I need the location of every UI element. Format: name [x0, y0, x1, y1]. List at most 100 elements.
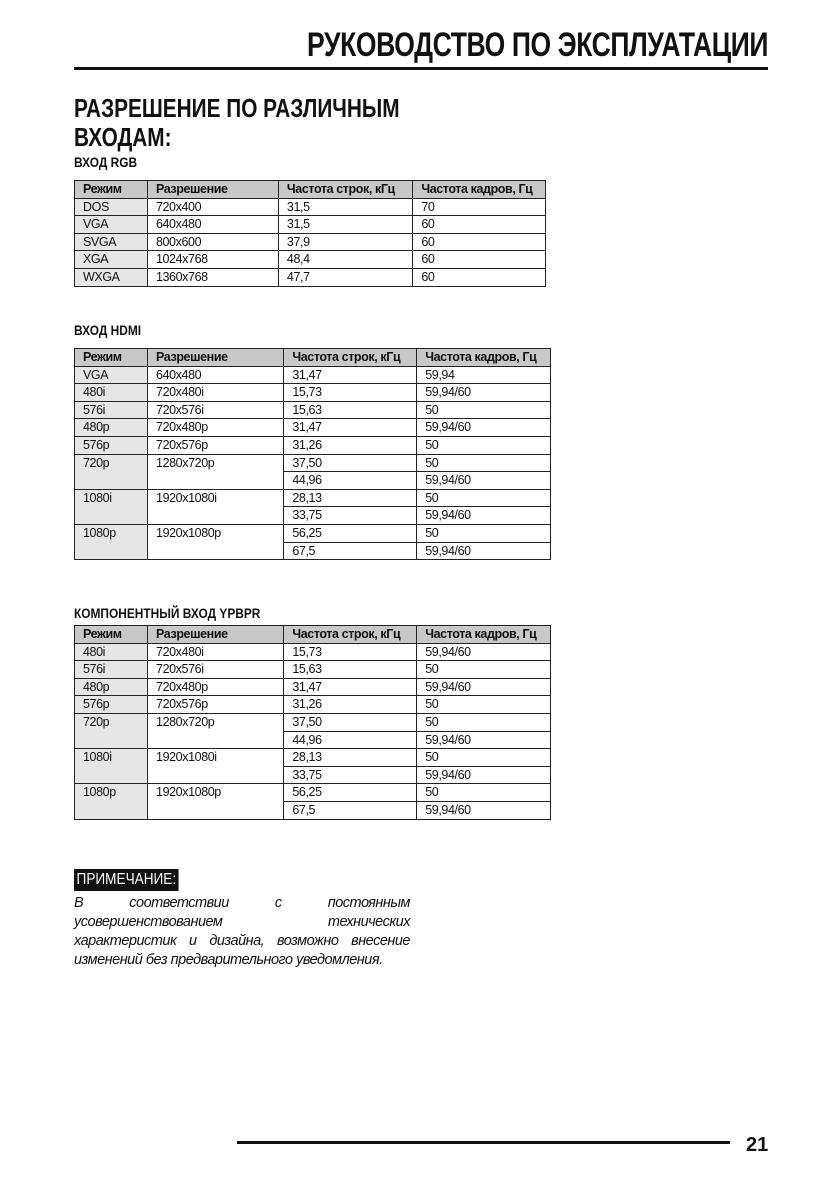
table-cell: 50	[416, 435, 551, 455]
hdmi-resolution-table: Режим Разрешение Частота строк, кГц Частота…	[73, 348, 551, 561]
table-row: VGA 640x480 31,47 59,94	[73, 365, 551, 385]
cell-value: 50	[425, 455, 439, 470]
table-cell: 31,47	[283, 418, 418, 437]
cell-value: 37,50	[292, 455, 322, 470]
cell-value: XGA	[83, 252, 109, 267]
table-cell: SVGA	[74, 232, 148, 252]
table-cell: 720x576p	[147, 695, 285, 714]
cell-value: 576i	[83, 402, 106, 417]
table-cell: 640x480	[147, 365, 285, 385]
cell-value: 59,94/60	[417, 471, 550, 489]
cell-value: 60	[421, 269, 435, 284]
table-cell: 50	[416, 660, 551, 679]
table-cell: 1920x1080p	[147, 523, 285, 561]
table-cell: 1080p	[73, 523, 149, 561]
table-cell: 15,73	[283, 642, 418, 662]
cell-value: 50	[425, 662, 439, 677]
cell-value: 576p	[83, 697, 110, 712]
cell-value: 33,75	[284, 765, 417, 784]
table-cell: VGA	[73, 365, 149, 385]
cell-value: 1080p	[83, 525, 116, 540]
table-cell: 720x480p	[147, 418, 285, 437]
column-header: Разрешение	[147, 348, 285, 367]
cell-value: 1280x720p	[156, 455, 215, 470]
table-cell: 60	[412, 267, 546, 287]
cell-value: 1920x1080i	[156, 750, 217, 765]
table-row: 1080i 1920x1080i 28,13 33,75 50 59,94/60	[73, 488, 551, 525]
table-header-row: Режим Разрешение Частота строк, кГц Частота…	[73, 348, 551, 367]
table-cell: 720p	[73, 453, 149, 490]
cell-value: 60	[421, 217, 435, 232]
cell-value: 480i	[83, 644, 106, 659]
table-cell: 1920x1080i	[147, 488, 285, 525]
cell-value: 44,96	[284, 471, 417, 489]
table-cell: 640x480	[146, 215, 279, 234]
table-row: XGA 1024x768 48,4 60	[74, 250, 546, 269]
cell-value: 15,63	[292, 662, 322, 677]
table-cell: 50 59,94/60	[416, 748, 551, 785]
column-header: Частота кадров, Гц	[416, 625, 551, 644]
cell-value: 50	[425, 697, 439, 712]
table-cell: 720x480i	[147, 383, 285, 402]
cell-value: 1280x720p	[156, 714, 215, 729]
cell-value: 720x480p	[156, 420, 208, 435]
note-text: В соответствии с постоянным усовершенств…	[74, 895, 411, 968]
cell-value: 50	[425, 490, 439, 505]
cell-value: 59,94/60	[425, 420, 471, 435]
table-cell: 47,7	[277, 267, 414, 287]
table-cell: 720x576i	[147, 400, 285, 420]
table-cell: 50 59,94/60	[416, 523, 551, 561]
table-row: 480i 720x480i 15,73 59,94/60	[73, 383, 551, 402]
table-cell: 60	[412, 215, 546, 234]
cell-value: 720x480i	[156, 644, 204, 659]
column-header: Частота кадров, Гц	[416, 348, 551, 367]
table-cell: 48,4	[277, 250, 414, 269]
cell-value: 59,94	[425, 367, 455, 382]
table-cell: 37,9	[277, 232, 414, 252]
table-title-component: КОМПОНЕНТНЫЙ ВХОД YPBPR	[74, 605, 261, 621]
table-cell: 576p	[73, 435, 149, 455]
column-header: Разрешение	[146, 180, 279, 199]
table-cell: 59,94/60	[416, 418, 551, 437]
table-cell: 59,94/60	[416, 383, 551, 402]
table-cell: 50	[416, 400, 551, 420]
table-row: 480p 720x480p 31,47 59,94/60	[73, 418, 551, 437]
cell-value: 59,94/60	[425, 644, 471, 659]
footer-divider	[237, 1141, 730, 1144]
cell-value: 15,73	[292, 385, 322, 400]
column-header: Частота кадров, Гц	[412, 180, 546, 199]
cell-value: 640x480	[156, 367, 202, 382]
table-cell: 1920x1080i	[147, 748, 285, 785]
cell-value: 67,5	[284, 541, 417, 560]
table-cell: 480i	[73, 383, 149, 402]
cell-value: 31,47	[292, 420, 322, 435]
cell-value: 800x600	[155, 234, 202, 249]
column-header: Разрешение	[147, 625, 285, 644]
table-cell: 50 59,94/60	[416, 712, 551, 750]
table-row: 1080p 1920x1080p 56,25 67,5 50 59,94/60	[73, 523, 551, 561]
cell-value: 59,94/60	[417, 506, 550, 524]
cell-value: 15,63	[292, 402, 322, 417]
cell-value: 576i	[83, 662, 106, 677]
cell-value: SVGA	[83, 234, 117, 249]
table-cell: 59,94/60	[416, 677, 551, 697]
table-cell: 50 59,94/60	[416, 453, 551, 490]
table-row: 576i 720x576i 15,63 50	[73, 400, 551, 420]
table-cell: 37,50 44,96	[283, 712, 418, 750]
table-row: DOS 720x400 31,5 70	[74, 197, 546, 217]
table-cell: 50	[416, 695, 551, 714]
table-cell: 15,63	[283, 400, 418, 420]
table-cell: 480i	[73, 642, 149, 662]
table-cell: 576p	[73, 695, 149, 714]
cell-value: 31,5	[286, 199, 310, 214]
table-row: 720p 1280x720p 37,50 44,96 50 59,94/60	[73, 453, 551, 490]
table-cell: 50 59,94/60	[416, 488, 551, 525]
cell-value: 33,75	[284, 506, 417, 524]
table-row: 576i 720x576i 15,63 50	[73, 660, 551, 679]
table-cell: 60	[412, 250, 546, 269]
table-row: 480i 720x480i 15,73 59,94/60	[73, 642, 551, 662]
note-label: ПРИМЕЧАНИЕ:	[74, 869, 179, 891]
cell-value: 640x480	[155, 217, 202, 232]
section-title-line1: РАЗРЕШЕНИЕ ПО РАЗЛИЧНЫМ	[74, 93, 400, 123]
cell-value: 31,47	[292, 679, 322, 694]
